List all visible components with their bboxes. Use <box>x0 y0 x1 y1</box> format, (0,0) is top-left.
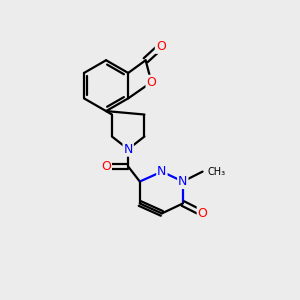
Text: O: O <box>146 76 156 89</box>
Text: N: N <box>178 175 188 188</box>
Text: CH₃: CH₃ <box>207 167 225 177</box>
Text: N: N <box>124 143 133 156</box>
Text: O: O <box>156 40 166 53</box>
Text: N: N <box>157 165 167 178</box>
Text: O: O <box>101 160 111 173</box>
Text: O: O <box>198 207 208 220</box>
